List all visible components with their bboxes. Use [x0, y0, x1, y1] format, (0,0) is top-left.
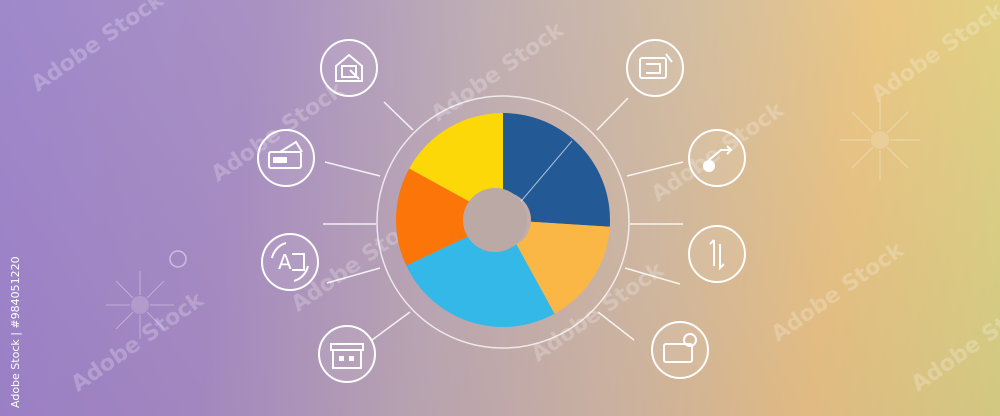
connector-line — [324, 161, 381, 177]
stock-credit: Adobe Stock | #984051220 — [9, 256, 22, 408]
connector-line — [626, 161, 684, 177]
ticket-card-icon — [257, 129, 315, 187]
icon-nodes: A — [257, 39, 746, 383]
outer-ring — [376, 95, 630, 349]
svg-text:A: A — [278, 250, 292, 274]
donut-slice-2 — [516, 221, 610, 314]
donut-hole — [463, 188, 527, 252]
translate-a-icon: A — [261, 233, 319, 291]
connector-line — [371, 311, 411, 341]
connector-line — [326, 267, 381, 284]
connector-lines — [323, 97, 684, 341]
connector-line — [596, 97, 629, 131]
donut-slice-1 — [503, 113, 610, 227]
donut-slices — [396, 113, 610, 327]
house-presentation-icon — [320, 39, 378, 97]
storefront-icon — [318, 325, 376, 383]
donut-slice-3 — [406, 231, 555, 327]
donut-slice-4 — [396, 168, 479, 266]
connector-line — [383, 101, 414, 131]
sparkle-icon — [840, 100, 920, 180]
connector-line — [597, 311, 635, 341]
folder-gear-icon — [651, 321, 709, 379]
exchange-arrows-icon — [688, 225, 746, 283]
decorative-circle — [169, 250, 187, 268]
donut-slice-5 — [409, 113, 503, 207]
chart-pen-icon — [688, 129, 746, 187]
decorative-sparkles — [106, 100, 920, 339]
sparkle-icon — [106, 271, 174, 339]
monitor-frame-icon — [626, 39, 684, 97]
slice-divider — [516, 140, 573, 207]
connector-line — [624, 267, 681, 285]
